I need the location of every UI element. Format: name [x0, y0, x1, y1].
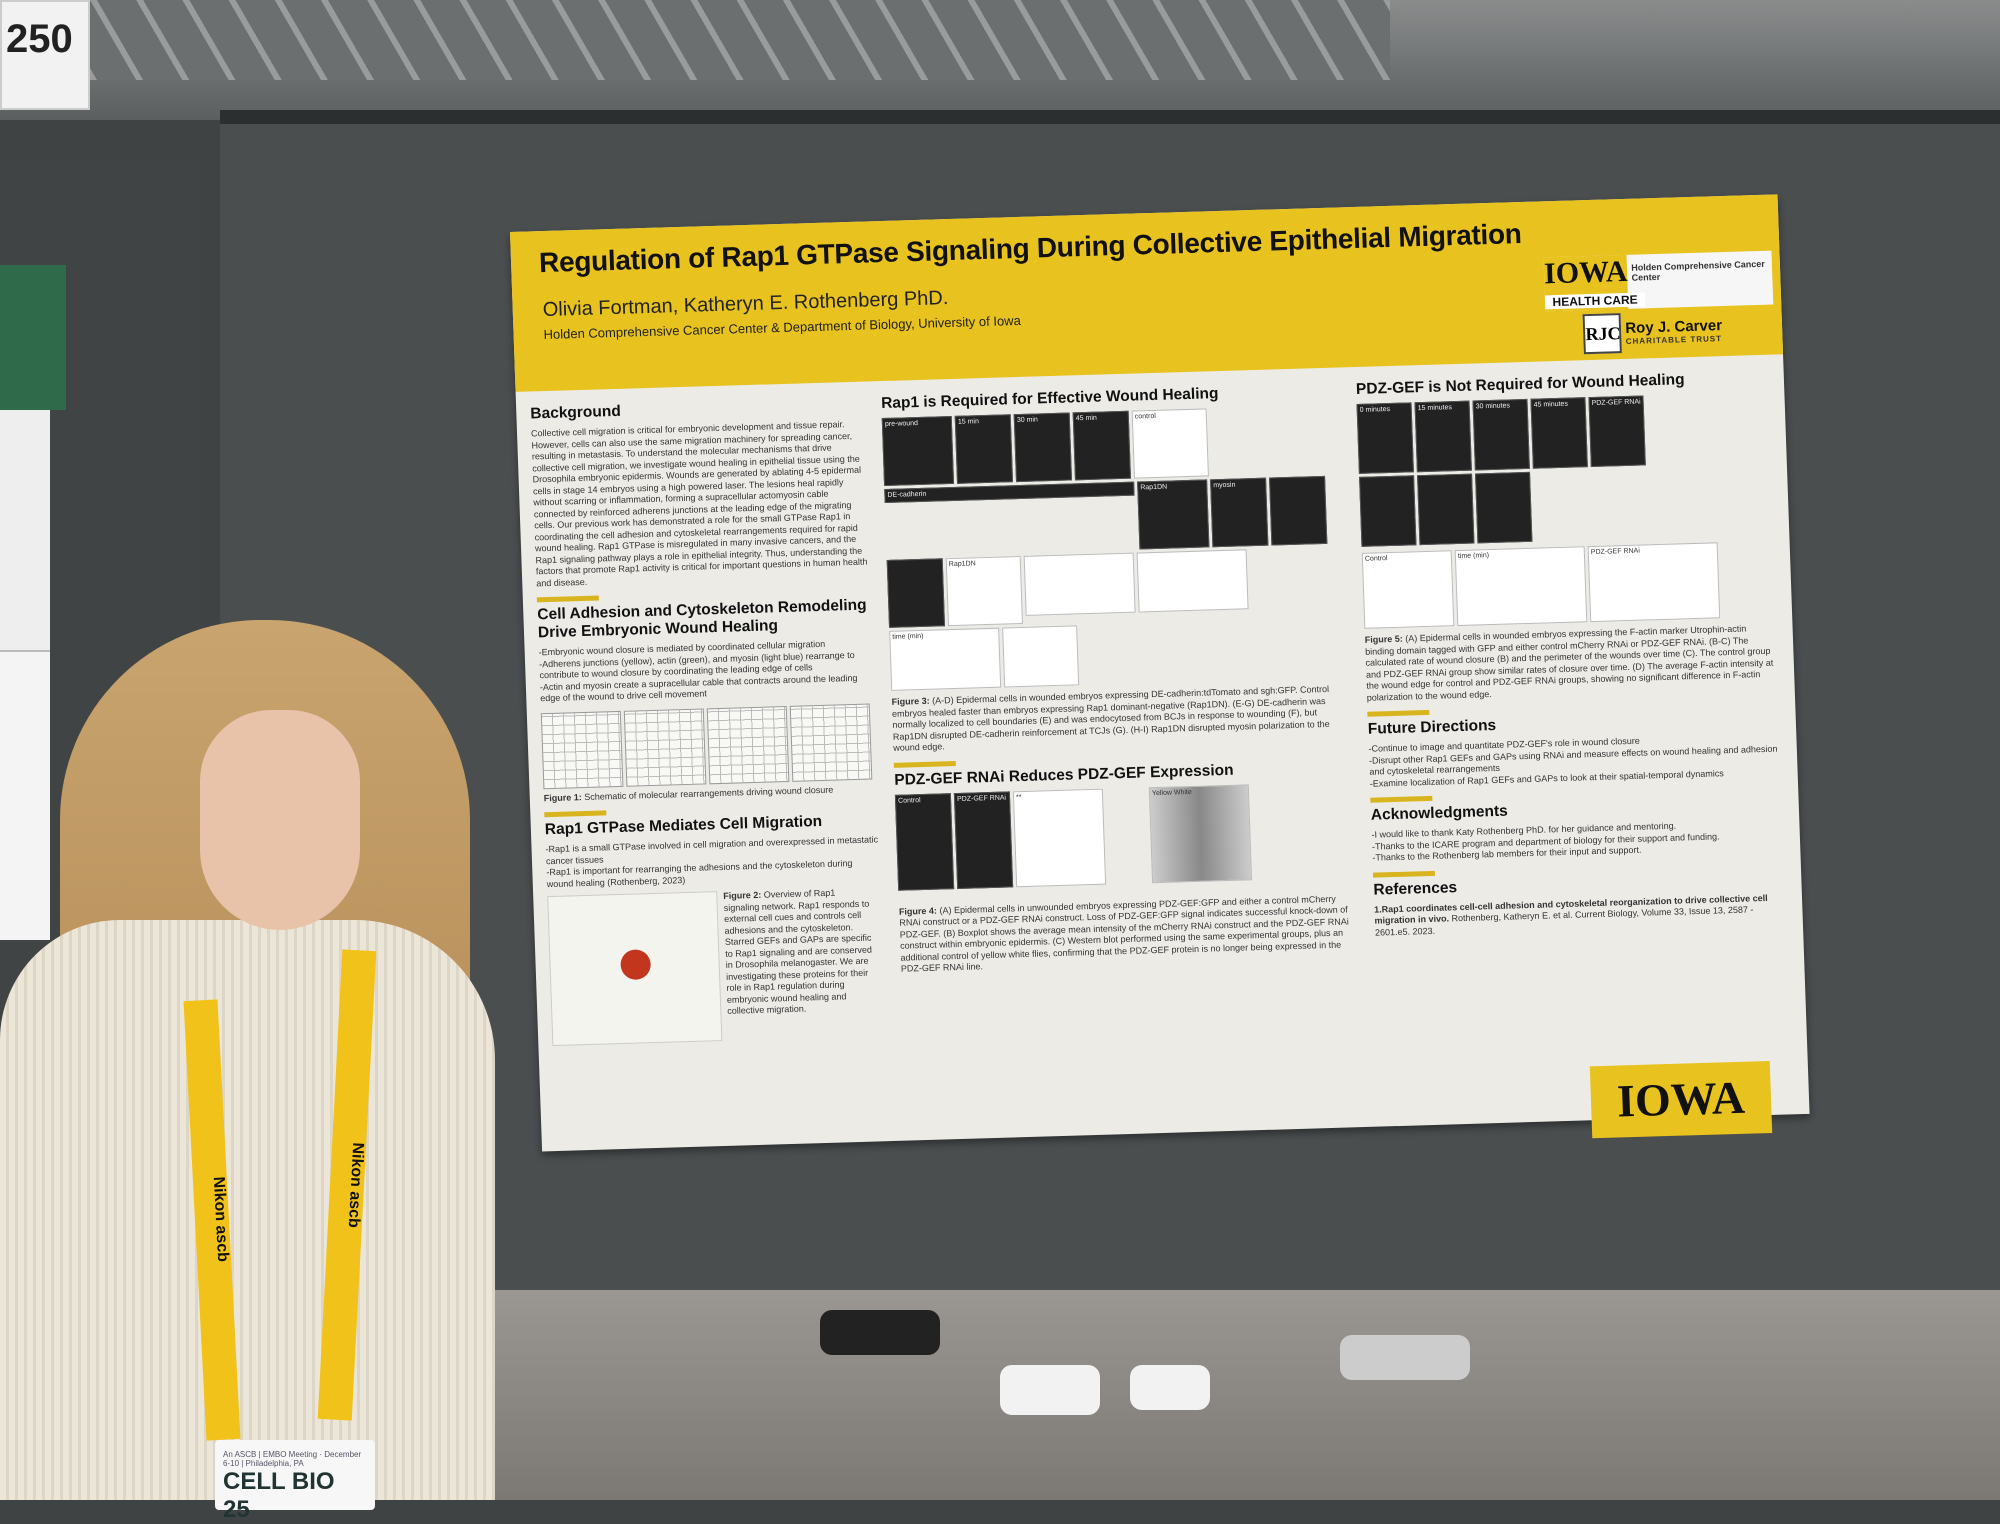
pdz-not-required-heading: PDZ-GEF is Not Required for Wound Healin…: [1355, 371, 1685, 398]
perimeter-plot: time (min): [1454, 546, 1588, 627]
micrograph: 15 min: [954, 414, 1014, 484]
micrograph: 45 min: [1072, 410, 1131, 481]
right-column: PDZ-GEF is Not Required for Wound Healin…: [1356, 365, 1785, 939]
micrograph: 45 minutes: [1530, 397, 1588, 469]
micrograph: [1417, 473, 1475, 546]
micrograph: [1475, 471, 1533, 544]
rap1-network-diagram: [547, 891, 723, 1047]
logo-iowa: IOWA: [1543, 254, 1628, 291]
fig3-label: Figure 3:: [891, 695, 930, 707]
fig4-label: Figure 4:: [898, 905, 938, 917]
ceiling-truss: [90, 0, 1390, 80]
fig2-caption: Overview of Rap1 signaling network. Rap1…: [723, 887, 873, 1016]
poster-title: Regulation of Rap1 GTPase Signaling Duri…: [538, 218, 1523, 279]
accent-bar: [1370, 795, 1433, 803]
micrograph: 30 minutes: [1472, 398, 1530, 471]
fig5-label: Figure 5:: [1364, 633, 1403, 645]
rap1-node: [620, 949, 652, 981]
adjacent-poster-lower: [0, 650, 50, 940]
fig2-label: Figure 2:: [723, 889, 762, 901]
micrograph: Control: [894, 792, 955, 891]
figure-3: pre-wound 15 min 30 min 45 min control D…: [881, 404, 1351, 691]
micrograph: Rap1DN: [1137, 479, 1210, 550]
shoe: [1130, 1365, 1210, 1410]
schematic-panel: [540, 710, 624, 789]
ceiling: [0, 0, 2000, 120]
actin-intensity-plot: PDZ-GEF RNAi: [1587, 542, 1721, 623]
logo-hccc: Holden Comprehensive Cancer Center: [1631, 258, 1765, 283]
micrograph: 30 min: [1013, 412, 1073, 483]
fig1-label: Figure 1:: [543, 791, 582, 803]
micrograph: 0 minutes: [1356, 402, 1414, 474]
schematic-panel: [706, 705, 790, 784]
logo-health-care: HEALTH CARE: [1544, 292, 1646, 310]
presenter: Nikon ascb Nikon ascb: [0, 620, 500, 1500]
accent-bar: [544, 810, 607, 818]
adhesion-heading: Cell Adhesion and Cytoskeleton Remodelin…: [537, 596, 867, 642]
badge-subtitle: An ASCB | EMBO Meeting · December 6-10 |…: [223, 1450, 362, 1468]
fig5-caption: (A) Epidermal cells in wounded embryos e…: [1364, 623, 1774, 703]
accent-bar: [1367, 709, 1430, 717]
middle-column: Rap1 is Required for Effective Wound Hea…: [881, 377, 1361, 975]
badge-title: CELL BIO 25: [223, 1468, 335, 1523]
figure-1: [540, 703, 879, 789]
micrograph: myosin: [1210, 477, 1269, 548]
accent-bar: [536, 595, 599, 603]
intensity-boxplot: **: [1012, 788, 1107, 887]
shoe: [1000, 1365, 1100, 1415]
figure-5-plots: Control time (min) PDZ-GEF RNAi: [1361, 541, 1774, 629]
adjacent-poster-header: [0, 265, 66, 410]
fig4-caption: (A) Epidermal cells in unwounded embryos…: [899, 893, 1349, 974]
left-column: Background Collective cell migration is …: [530, 392, 887, 1047]
micrograph: pre-wound: [881, 415, 955, 487]
micrograph: 15 minutes: [1414, 400, 1472, 473]
face: [200, 710, 360, 930]
boxplot: [1002, 625, 1080, 688]
carver-trust-logo: RJC Roy J. Carver CHARITABLE TRUST: [1582, 310, 1723, 355]
wound-area-plot: control: [1131, 408, 1209, 479]
figure-4: Control PDZ-GEF RNAi ** Yellow White: [894, 781, 1358, 891]
micrograph: PDZ-GEF RNAi: [1588, 395, 1646, 468]
carver-mark: RJC: [1582, 313, 1623, 355]
booth-number-sign: 250: [0, 0, 90, 110]
iowa-logo-bottom: IOWA: [1589, 1060, 1773, 1139]
background-text: Collective cell migration is critical fo…: [530, 419, 868, 588]
fig3-caption: (A-D) Epidermal cells in wounded embryos…: [891, 683, 1330, 753]
schematic-panel: [789, 703, 873, 782]
micrograph: [886, 558, 946, 628]
western-blot: Yellow White: [1148, 783, 1253, 883]
figure-5: 0 minutes 15 minutes 30 minutes 45 minut…: [1356, 395, 1652, 547]
scatter-plot: [1023, 552, 1136, 616]
shoe: [1340, 1335, 1470, 1380]
closure-rate-boxplot: Control: [1361, 550, 1455, 629]
carver-sub: CHARITABLE TRUST: [1625, 334, 1723, 346]
research-poster: Regulation of Rap1 GTPase Signaling Duri…: [510, 194, 1810, 1152]
micrograph: [1269, 475, 1328, 546]
micrograph: PDZ-GEF RNAi: [953, 790, 1014, 889]
sweater: [0, 920, 495, 1500]
boxplot: Rap1DN: [945, 555, 1023, 627]
accent-bar: [893, 760, 956, 768]
micrograph: [1359, 475, 1417, 547]
schematic-panel: [623, 707, 707, 787]
shoe: [820, 1310, 940, 1355]
myosin-plot: time (min): [889, 627, 1002, 691]
accent-bar: [1372, 870, 1436, 878]
fig1-caption: Schematic of molecular rearrangements dr…: [584, 784, 834, 802]
scatter-plot: [1136, 549, 1249, 613]
iowa-health-care-logo: IOWA HEALTH CARE Holden Comprehensive Can…: [1543, 250, 1774, 312]
